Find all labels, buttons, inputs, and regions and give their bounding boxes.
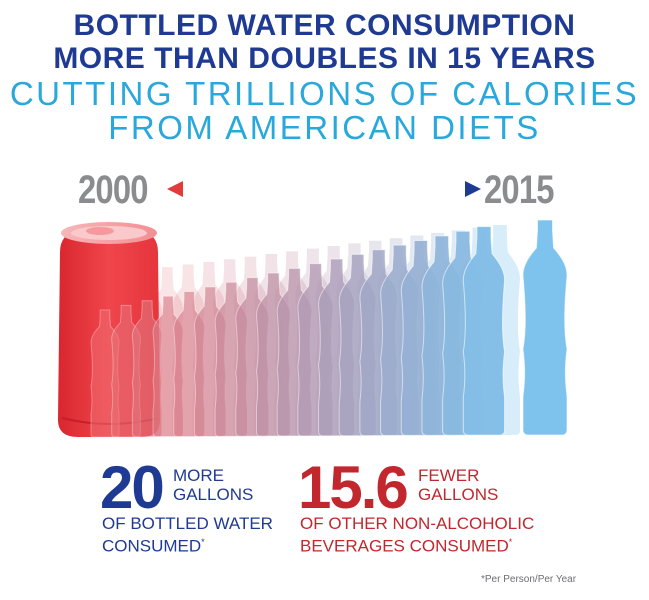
subheadline-line-1: CUTTING TRILLIONS OF CALORIES	[9, 75, 640, 112]
start-year: 2000	[78, 168, 149, 212]
bottled-water-label-1: MORE	[173, 466, 224, 485]
other-beverages-number: 15.6	[298, 454, 409, 521]
subheadline-line-2: FROM AMERICAN DIETS	[108, 109, 541, 146]
other-beverages-label-4: BEVERAGES CONSUMED*	[300, 536, 513, 556]
other-beverages-label-3: OF OTHER NON-ALCOHOLIC	[300, 514, 535, 533]
double-arrow-icon	[167, 181, 481, 197]
headline-line-1: BOTTLED WATER CONSUMPTION	[73, 9, 576, 42]
other-beverages-label-1: FEWER	[418, 466, 480, 485]
end-year: 2015	[484, 168, 555, 212]
other-beverages-label-2: GALLONS	[418, 485, 499, 504]
footnote: *Per Person/Per Year	[481, 574, 577, 585]
bottled-water-label-2: GALLONS	[173, 485, 254, 504]
water-bottle-icon	[462, 226, 506, 436]
headline-line-2: MORE THAN DOUBLES IN 15 YEARS	[53, 42, 596, 75]
water-bottle-icon	[522, 219, 568, 436]
bottled-water-label-4: CONSUMED*	[102, 536, 205, 556]
bottled-water-label-3: OF BOTTLED WATER	[102, 514, 273, 533]
bottled-water-number: 20	[100, 454, 165, 521]
